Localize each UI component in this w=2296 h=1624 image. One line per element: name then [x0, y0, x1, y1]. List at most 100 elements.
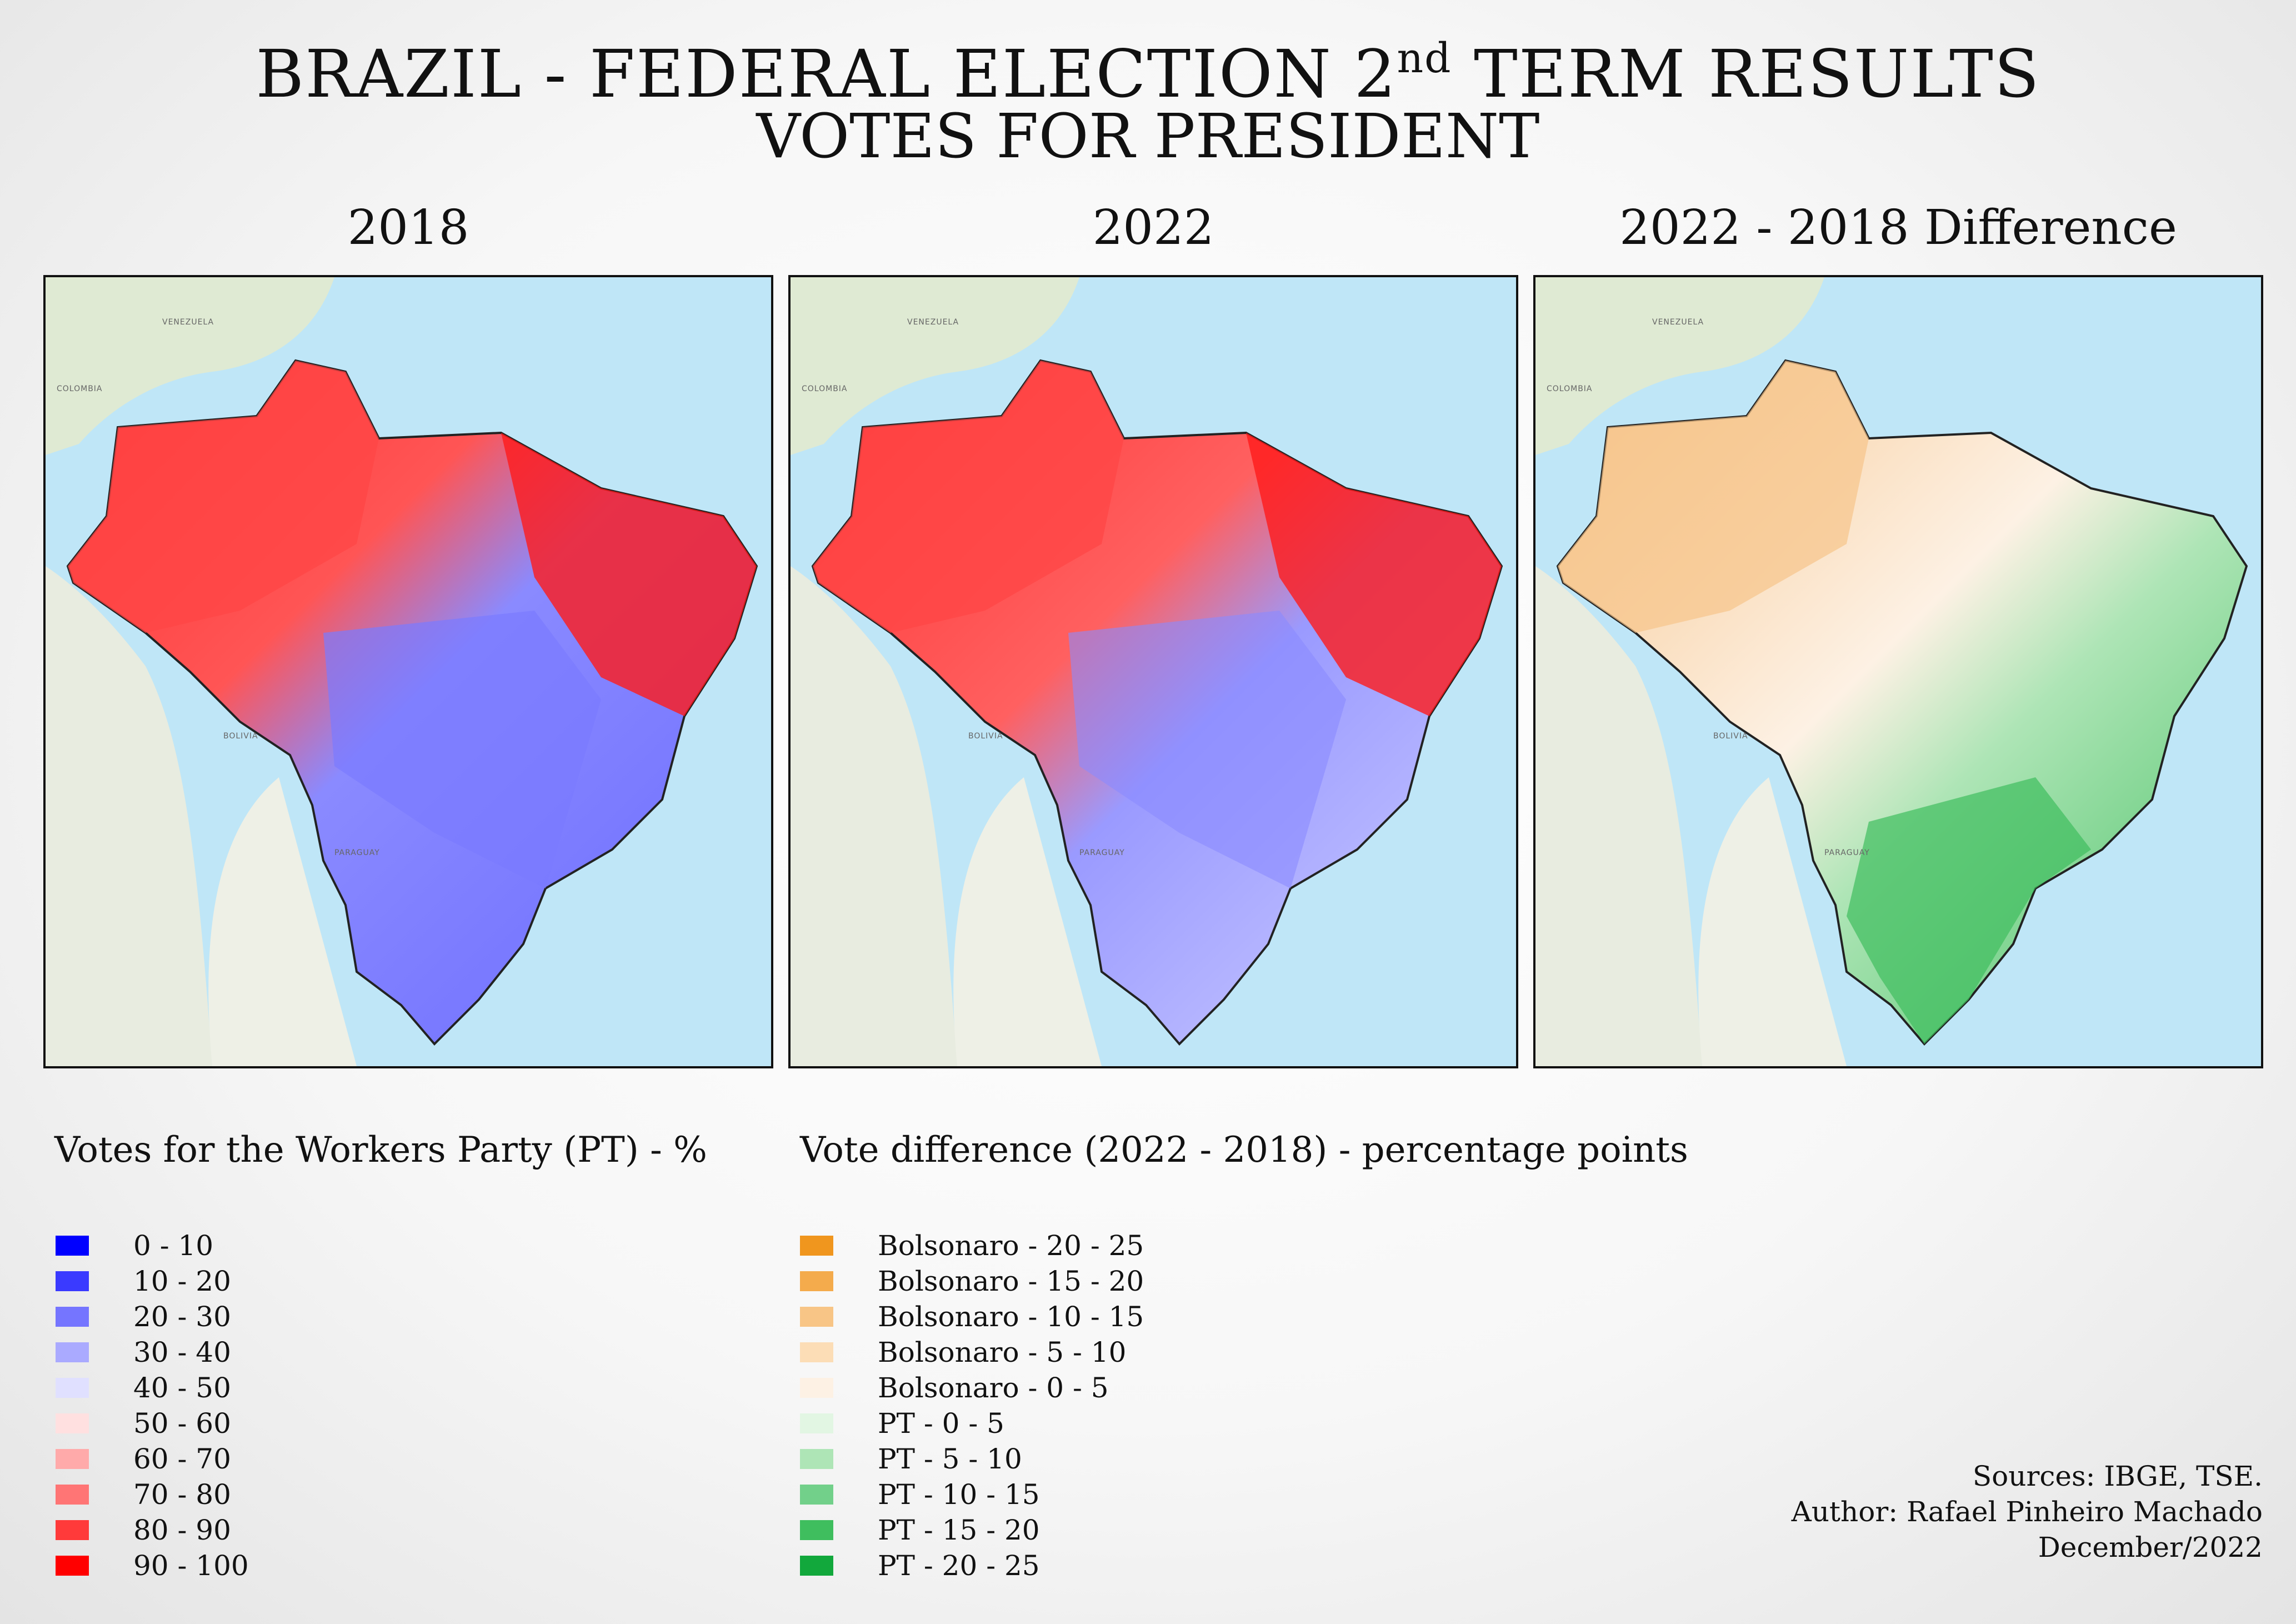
legend-pt-item: 90 - 100: [56, 1548, 249, 1583]
legend-diff-swatch: [800, 1271, 833, 1291]
legend-diff-label: Bolsonaro - 20 - 25: [878, 1230, 1144, 1262]
map-label-bolivia: BOLIVIA: [223, 732, 258, 741]
credits-sources: Sources: IBGE, TSE.: [1972, 1460, 2263, 1492]
region-northeast-2022: [1246, 433, 1502, 716]
subtitle: VOTES FOR PRESIDENT: [756, 101, 1540, 172]
legend-diff-swatch: [800, 1413, 833, 1433]
legend-pt-title: Votes for the Workers Party (PT) - %: [54, 1130, 707, 1171]
map-label-paraguay: PARAGUAY: [334, 848, 380, 857]
credits-date: December/2022: [2038, 1531, 2263, 1563]
land-south: [208, 777, 357, 1066]
legend-diff-swatch: [800, 1236, 833, 1256]
legend-pt-label: 40 - 50: [133, 1372, 231, 1404]
legend-diff-label: PT - 5 - 10: [878, 1443, 1022, 1475]
legend-pt-swatch: [56, 1413, 89, 1433]
region-center-2022: [1068, 611, 1346, 888]
map-label-venezuela: VENEZUELA: [1652, 318, 1704, 327]
legend-diff-item: PT - 20 - 25: [800, 1548, 1144, 1583]
legend-diff-item: PT - 5 - 10: [800, 1441, 1144, 1477]
main-title-rest: TERM RESULTS: [1452, 36, 2040, 112]
map-2022: VENEZUELA COLOMBIA BOLIVIA PARAGUAY: [788, 275, 1518, 1068]
legend-pt-label: 80 - 90: [133, 1514, 231, 1546]
legend-diff-swatch: [800, 1378, 833, 1398]
legend-diff-item: PT - 10 - 15: [800, 1477, 1144, 1512]
legend-diff-item: Bolsonaro - 15 - 20: [800, 1263, 1144, 1299]
map-label-bolivia: BOLIVIA: [1713, 732, 1748, 741]
legend-pt-item: 80 - 90: [56, 1512, 249, 1548]
land-north: [791, 277, 1079, 455]
legend-pt-label: 60 - 70: [133, 1443, 231, 1475]
region-south-difference: [1847, 777, 2091, 1044]
land-south: [1698, 777, 1847, 1066]
legend-diff-item: Bolsonaro - 0 - 5: [800, 1370, 1144, 1406]
legend-pt-swatch: [56, 1271, 89, 1291]
legend-diff-label: Bolsonaro - 5 - 10: [878, 1336, 1127, 1368]
legend-pt-swatch: [56, 1307, 89, 1327]
panel-title-2018: 2018: [347, 200, 469, 256]
region-northeast-2018: [501, 433, 757, 716]
legend-diff-item: Bolsonaro - 5 - 10: [800, 1335, 1144, 1370]
region-center-2018: [323, 611, 601, 888]
legend-pt-swatch: [56, 1449, 89, 1469]
legend-diff-swatch: [800, 1342, 833, 1362]
credits-author: Author: Rafael Pinheiro Machado: [1791, 1496, 2263, 1528]
map-2018: VENEZUELA COLOMBIA BOLIVIA PARAGUAY: [43, 275, 773, 1068]
legend-diff-item: Bolsonaro - 10 - 15: [800, 1299, 1144, 1335]
legend-pt-item: 40 - 50: [56, 1370, 249, 1406]
map-2018-svg: VENEZUELA COLOMBIA BOLIVIA PARAGUAY: [46, 277, 758, 1066]
legend-diff-label: PT - 10 - 15: [878, 1478, 1040, 1511]
legend-pt-swatch: [56, 1342, 89, 1362]
legend-pt-swatch: [56, 1378, 89, 1398]
panel-title-difference: 2022 - 2018 Difference: [1619, 200, 2177, 256]
panel-title-2022: 2022: [1092, 200, 1214, 256]
main-title-superscript: nd: [1397, 34, 1452, 82]
map-label-venezuela: VENEZUELA: [907, 318, 959, 327]
legend-diff-swatch: [800, 1449, 833, 1469]
map-label-colombia: COLOMBIA: [802, 384, 848, 393]
legend-pt-label: 90 - 100: [133, 1550, 249, 1582]
legend-pt-item: 30 - 40: [56, 1335, 249, 1370]
map-label-venezuela: VENEZUELA: [162, 318, 214, 327]
map-2022-svg: VENEZUELA COLOMBIA BOLIVIA PARAGUAY: [791, 277, 1503, 1066]
legend-diff-label: PT - 15 - 20: [878, 1514, 1040, 1546]
legend-diff-swatch: [800, 1307, 833, 1327]
legend-pt-label: 70 - 80: [133, 1478, 231, 1511]
legend-pt-label: 30 - 40: [133, 1336, 231, 1368]
legend-pt-item: 20 - 30: [56, 1299, 249, 1335]
legend-pt-item: 60 - 70: [56, 1441, 249, 1477]
legend-diff-item: PT - 15 - 20: [800, 1512, 1144, 1548]
legend-pt-item: 50 - 60: [56, 1406, 249, 1441]
legend-pt-swatch: [56, 1520, 89, 1540]
legend-diff-item: PT - 0 - 5: [800, 1406, 1144, 1441]
land-andes: [791, 566, 957, 1066]
map-label-colombia: COLOMBIA: [57, 384, 103, 393]
map-difference: VENEZUELA COLOMBIA BOLIVIA PARAGUAY: [1533, 275, 2263, 1068]
land-north: [1535, 277, 1824, 455]
legend-diff-label: PT - 20 - 25: [878, 1550, 1040, 1582]
legend-pt: 0 - 10 10 - 20 20 - 30 30 - 40 40 - 50 5…: [56, 1228, 249, 1583]
map-difference-svg: VENEZUELA COLOMBIA BOLIVIA PARAGUAY: [1535, 277, 2248, 1066]
main-title: BRAZIL - FEDERAL ELECTION 2nd TERM RESUL…: [0, 17, 2296, 116]
legend-diff-swatch: [800, 1556, 833, 1576]
legend-diff-label: Bolsonaro - 0 - 5: [878, 1372, 1109, 1404]
legend-diff-item: Bolsonaro - 20 - 25: [800, 1228, 1144, 1263]
map-label-paraguay: PARAGUAY: [1824, 848, 1870, 857]
land-andes: [1535, 566, 1702, 1066]
region-north-2018: [68, 361, 379, 633]
legend-pt-swatch: [56, 1556, 89, 1576]
region-north-difference: [1558, 361, 1869, 633]
legend-pt-label: 10 - 20: [133, 1265, 231, 1297]
legend-diff-title: Vote difference (2022 - 2018) - percenta…: [800, 1130, 1688, 1171]
land-south: [953, 777, 1102, 1066]
map-label-colombia: COLOMBIA: [1547, 384, 1593, 393]
legend-diff-label: Bolsonaro - 10 - 15: [878, 1301, 1144, 1333]
legend-diff-label: Bolsonaro - 15 - 20: [878, 1265, 1144, 1297]
legend-pt-label: 50 - 60: [133, 1407, 231, 1440]
map-label-bolivia: BOLIVIA: [968, 732, 1003, 741]
legend-diff-swatch: [800, 1520, 833, 1540]
land-north: [46, 277, 334, 455]
legend-pt-label: 0 - 10: [133, 1230, 214, 1262]
legend-pt-item: 0 - 10: [56, 1228, 249, 1263]
main-title-text: BRAZIL - FEDERAL ELECTION 2: [256, 36, 1397, 112]
legend-pt-label: 20 - 30: [133, 1301, 231, 1333]
